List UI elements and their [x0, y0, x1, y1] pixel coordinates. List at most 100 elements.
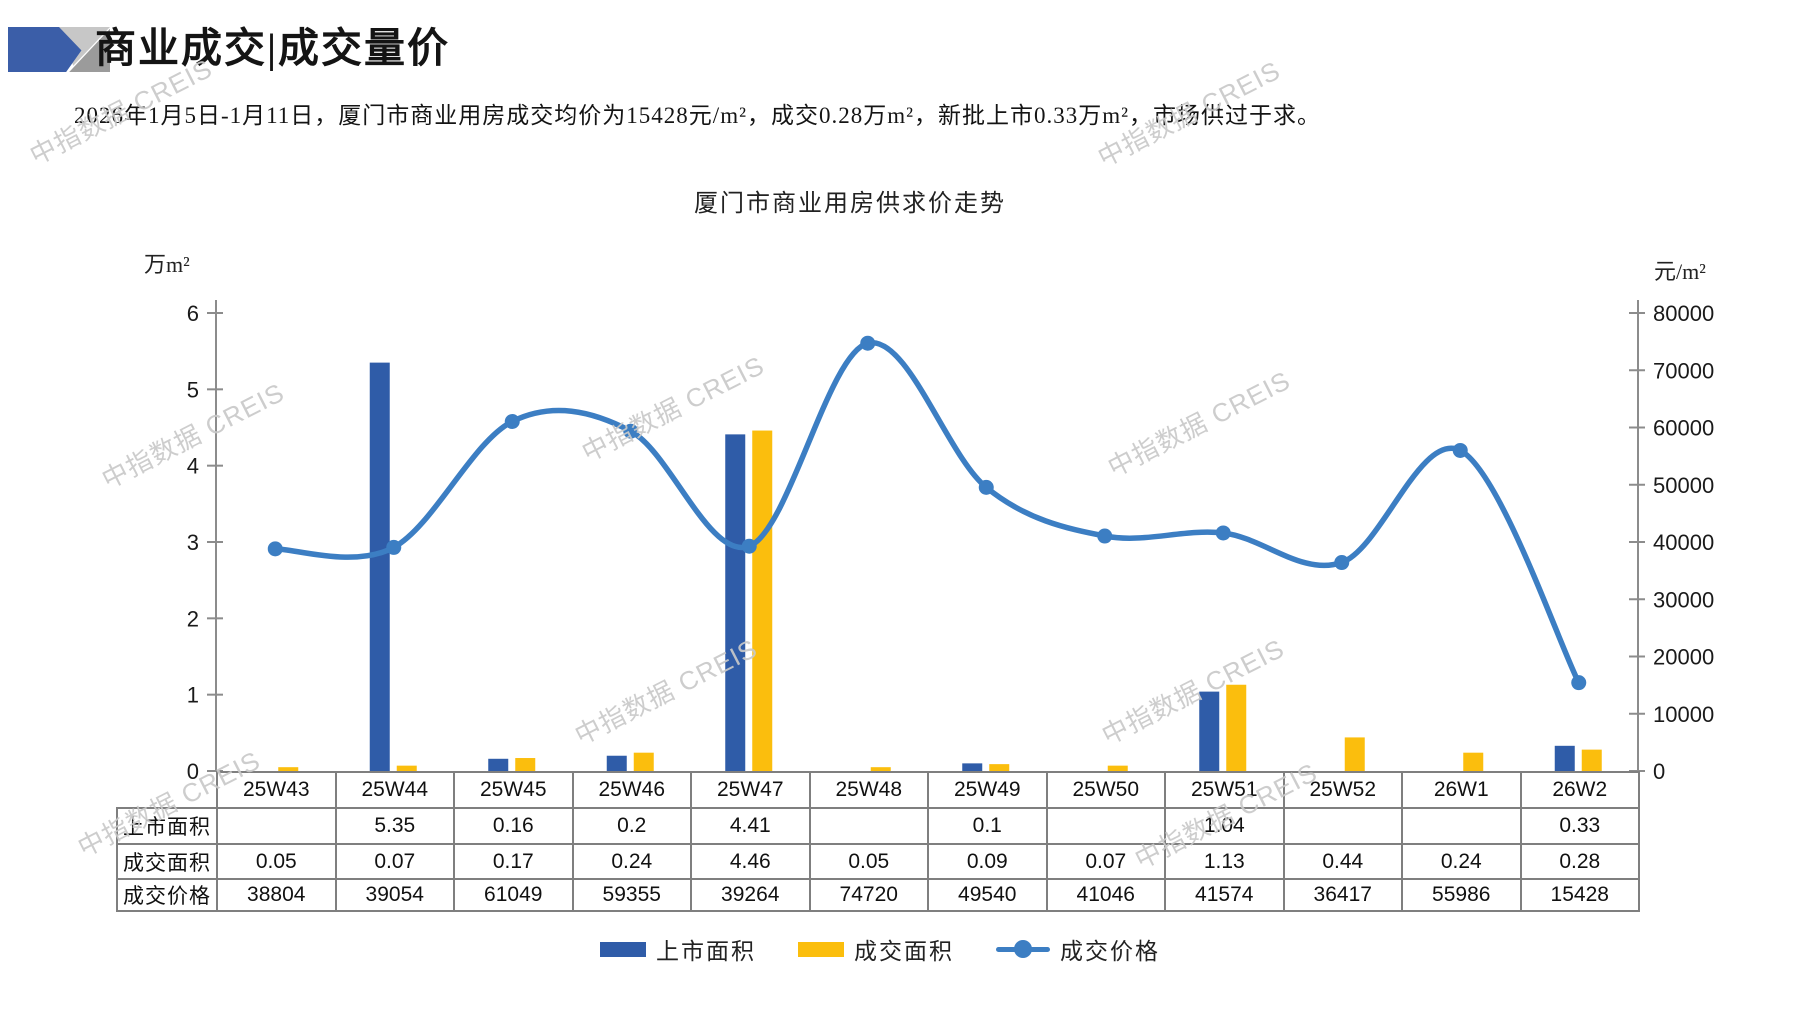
left-axis-unit: 万m² — [144, 252, 190, 277]
left-axis-tick-label: 6 — [187, 301, 199, 326]
right-axis-tick-label: 80000 — [1653, 301, 1714, 326]
category-cell: 25W45 — [453, 771, 574, 809]
bar-上市面积-26W2 — [1554, 745, 1575, 771]
value-cell — [1045, 807, 1166, 845]
bar-成交面积-25W46 — [633, 752, 654, 771]
page-title: 商业成交|成交量价 — [95, 25, 451, 71]
value-cell: 39054 — [334, 878, 455, 912]
legend-swatch-listed-area — [600, 941, 646, 957]
bar-上市面积-25W44 — [369, 362, 390, 771]
price-dot-25W44 — [386, 539, 402, 555]
legend-swatch-price-line — [996, 940, 1050, 958]
report-summary: 2026年1月5日-1月11日，厦门市商业用房成交均价为15428元/m²，成交… — [74, 103, 1322, 128]
value-cell: 49540 — [927, 878, 1048, 912]
value-cell — [1282, 807, 1403, 845]
bar-成交面积-25W50 — [1107, 765, 1128, 771]
legend-swatch-sold-area — [798, 941, 844, 957]
category-cell: 25W52 — [1282, 771, 1403, 809]
value-cell: 0.05 — [808, 843, 929, 880]
right-axis-tick-label: 40000 — [1653, 530, 1714, 555]
value-cell: 0.24 — [1401, 843, 1522, 880]
row-header: 成交面积 — [116, 843, 218, 880]
category-cell: 25W49 — [927, 771, 1048, 809]
value-cell: 1.04 — [1164, 807, 1285, 845]
value-cell: 0.16 — [453, 807, 574, 845]
category-cell: 25W44 — [334, 771, 455, 809]
legend-label-listed-area: 上市面积 — [656, 939, 756, 964]
value-cell: 0.07 — [334, 843, 455, 880]
bar-成交面积-25W45 — [515, 758, 536, 771]
value-cell: 61049 — [453, 878, 574, 912]
bar-上市面积-25W51 — [1199, 691, 1220, 771]
row-header: 成交价格 — [116, 878, 218, 912]
value-cell: 74720 — [808, 878, 929, 912]
bar-成交面积-25W44 — [396, 765, 417, 771]
legend-item-sold-area: 成交面积 — [798, 932, 954, 966]
value-cell: 0.1 — [927, 807, 1048, 845]
price-dot-25W46 — [623, 423, 639, 439]
left-axis-tick-label: 4 — [187, 454, 199, 479]
left-axis-tick-label: 2 — [187, 606, 199, 631]
table-row: 成交面积 0.05 0.07 0.17 0.24 4.46 0.05 0.09 0.07 1.13… — [116, 843, 1640, 880]
right-axis-unit: 元/m² — [1654, 259, 1706, 284]
category-cell: 26W2 — [1519, 771, 1640, 809]
right-axis-tick-label: 60000 — [1653, 416, 1714, 441]
price-line — [272, 340, 1582, 686]
right-axis-tick-label: 10000 — [1653, 702, 1714, 727]
bar-成交面积-25W52 — [1344, 737, 1365, 771]
price-dot-25W48 — [860, 335, 876, 351]
bar-成交面积-26W1 — [1463, 752, 1484, 771]
right-axis-tick-label: 50000 — [1653, 473, 1714, 498]
chart-title: 厦门市商业用房供求价走势 — [694, 191, 1006, 217]
value-cell: 0.28 — [1519, 843, 1640, 880]
bar-成交面积-25W47 — [752, 430, 773, 771]
bar-成交面积-25W48 — [870, 767, 891, 771]
left-axis-tick-label: 0 — [187, 759, 199, 784]
value-cell — [808, 807, 929, 845]
value-cell: 4.46 — [690, 843, 811, 880]
bar-上市面积-25W45 — [488, 758, 509, 771]
left-axis-tick-label: 5 — [187, 377, 199, 402]
value-cell — [1401, 807, 1522, 845]
chart-legend: 上市面积 成交面积 成交价格 — [540, 932, 1220, 966]
value-cell: 0.05 — [216, 843, 337, 880]
legend-label-sold-area: 成交面积 — [854, 939, 954, 964]
table-row: 25W43 25W44 25W45 25W46 25W47 25W48 25W49 25W50… — [117, 771, 1640, 809]
value-cell: 1.13 — [1164, 843, 1285, 880]
price-dot-25W49 — [978, 479, 994, 495]
value-cell: 4.41 — [690, 807, 811, 845]
value-cell: 38804 — [216, 878, 337, 912]
category-cell: 25W46 — [571, 771, 692, 809]
category-cell: 25W47 — [690, 771, 811, 809]
value-cell: 39264 — [690, 878, 811, 912]
legend-item-listed-area: 上市面积 — [600, 932, 756, 966]
bar-上市面积-25W47 — [725, 434, 746, 771]
legend-item-price: 成交价格 — [996, 932, 1160, 966]
price-dot-25W50 — [1097, 528, 1113, 544]
bar-成交面积-25W43 — [278, 767, 299, 771]
value-cell: 15428 — [1519, 878, 1640, 912]
value-cell: 0.44 — [1282, 843, 1403, 880]
bar-上市面积-25W49 — [962, 763, 983, 771]
brand-logo-icon — [8, 27, 110, 72]
category-cell: 26W1 — [1401, 771, 1522, 809]
value-cell: 41574 — [1164, 878, 1285, 912]
table-row: 成交价格 38804 39054 61049 59355 39264 74720 49540 4… — [116, 878, 1640, 912]
right-axis-tick-label: 30000 — [1653, 587, 1714, 612]
price-dot-25W45 — [504, 413, 520, 429]
price-dot-25W52 — [1334, 555, 1350, 571]
right-axis-tick-label: 70000 — [1653, 358, 1714, 383]
value-cell — [216, 807, 337, 845]
price-dot-26W2 — [1571, 675, 1587, 691]
bar-成交面积-25W49 — [989, 764, 1010, 771]
left-axis-tick-label: 1 — [187, 683, 199, 708]
category-cell: 25W50 — [1045, 771, 1166, 809]
table-row: 上市面积 5.35 0.16 0.2 4.41 0.1 1.04 0.33 — [116, 807, 1640, 845]
price-dot-25W43 — [267, 541, 283, 557]
price-dot-25W47 — [741, 538, 757, 554]
row-header: 上市面积 — [116, 807, 218, 845]
value-cell: 0.09 — [927, 843, 1048, 880]
value-cell: 0.2 — [571, 807, 692, 845]
